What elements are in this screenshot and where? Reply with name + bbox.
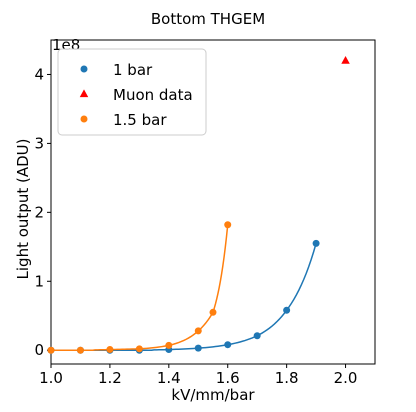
fit-curve-15-bar bbox=[51, 224, 229, 351]
legend-box bbox=[57, 48, 207, 136]
x-tick-label: 2.0 bbox=[334, 369, 358, 387]
y-tick-label: 0 bbox=[34, 341, 44, 359]
y-tick-label: 3 bbox=[34, 134, 44, 152]
legend-label-15-bar: 1.5 bar bbox=[113, 111, 167, 129]
x-tick-label: 1.4 bbox=[157, 369, 181, 387]
data-point-15-bar bbox=[135, 345, 143, 353]
plot-frame bbox=[50, 39, 376, 365]
data-point-1-bar bbox=[312, 239, 320, 247]
data-point-1-bar bbox=[253, 332, 261, 340]
x-tick-label: 1.2 bbox=[98, 369, 122, 387]
data-point-1-bar bbox=[283, 306, 291, 314]
legend-marker-Muon-data bbox=[79, 89, 89, 98]
legend-label-Muon-data: Muon data bbox=[113, 86, 193, 104]
data-point-15-bar bbox=[224, 221, 232, 229]
y-tick-label: 4 bbox=[34, 65, 44, 83]
fit-curve-1-bar bbox=[51, 243, 317, 351]
data-point-1-bar bbox=[224, 341, 232, 349]
x-tick-label: 1.6 bbox=[216, 369, 240, 387]
y-tick-label: 2 bbox=[34, 203, 44, 221]
data-point-15-bar bbox=[76, 346, 84, 354]
legend-marker-1-bar bbox=[80, 65, 88, 73]
legend: 1 bar Muon data 1.5 bar bbox=[57, 48, 207, 136]
y-axis-label: Light output (ADU) bbox=[14, 139, 32, 280]
data-point-15-bar bbox=[209, 308, 217, 316]
data-point-15-bar bbox=[165, 341, 173, 349]
x-axis-label: kV/mm/bar bbox=[171, 386, 255, 404]
y-tick-label: 1 bbox=[34, 272, 44, 290]
data-point-15-bar bbox=[194, 327, 202, 335]
chart-title: Bottom THGEM bbox=[151, 10, 265, 28]
plot-area: 1.0 1.2 1.4 1.6 1.8 2.0 0 1 2 3 4 bbox=[34, 39, 376, 387]
data-point-Muon-data bbox=[341, 56, 350, 64]
x-tick-label: 1.8 bbox=[275, 369, 299, 387]
legend-marker-15-bar bbox=[80, 115, 88, 123]
x-tick-label: 1.0 bbox=[39, 369, 63, 387]
legend-label-1-bar: 1 bar bbox=[113, 61, 153, 79]
data-point-15-bar bbox=[47, 346, 55, 354]
data-point-15-bar bbox=[106, 346, 114, 354]
data-point-1-bar bbox=[194, 344, 202, 352]
